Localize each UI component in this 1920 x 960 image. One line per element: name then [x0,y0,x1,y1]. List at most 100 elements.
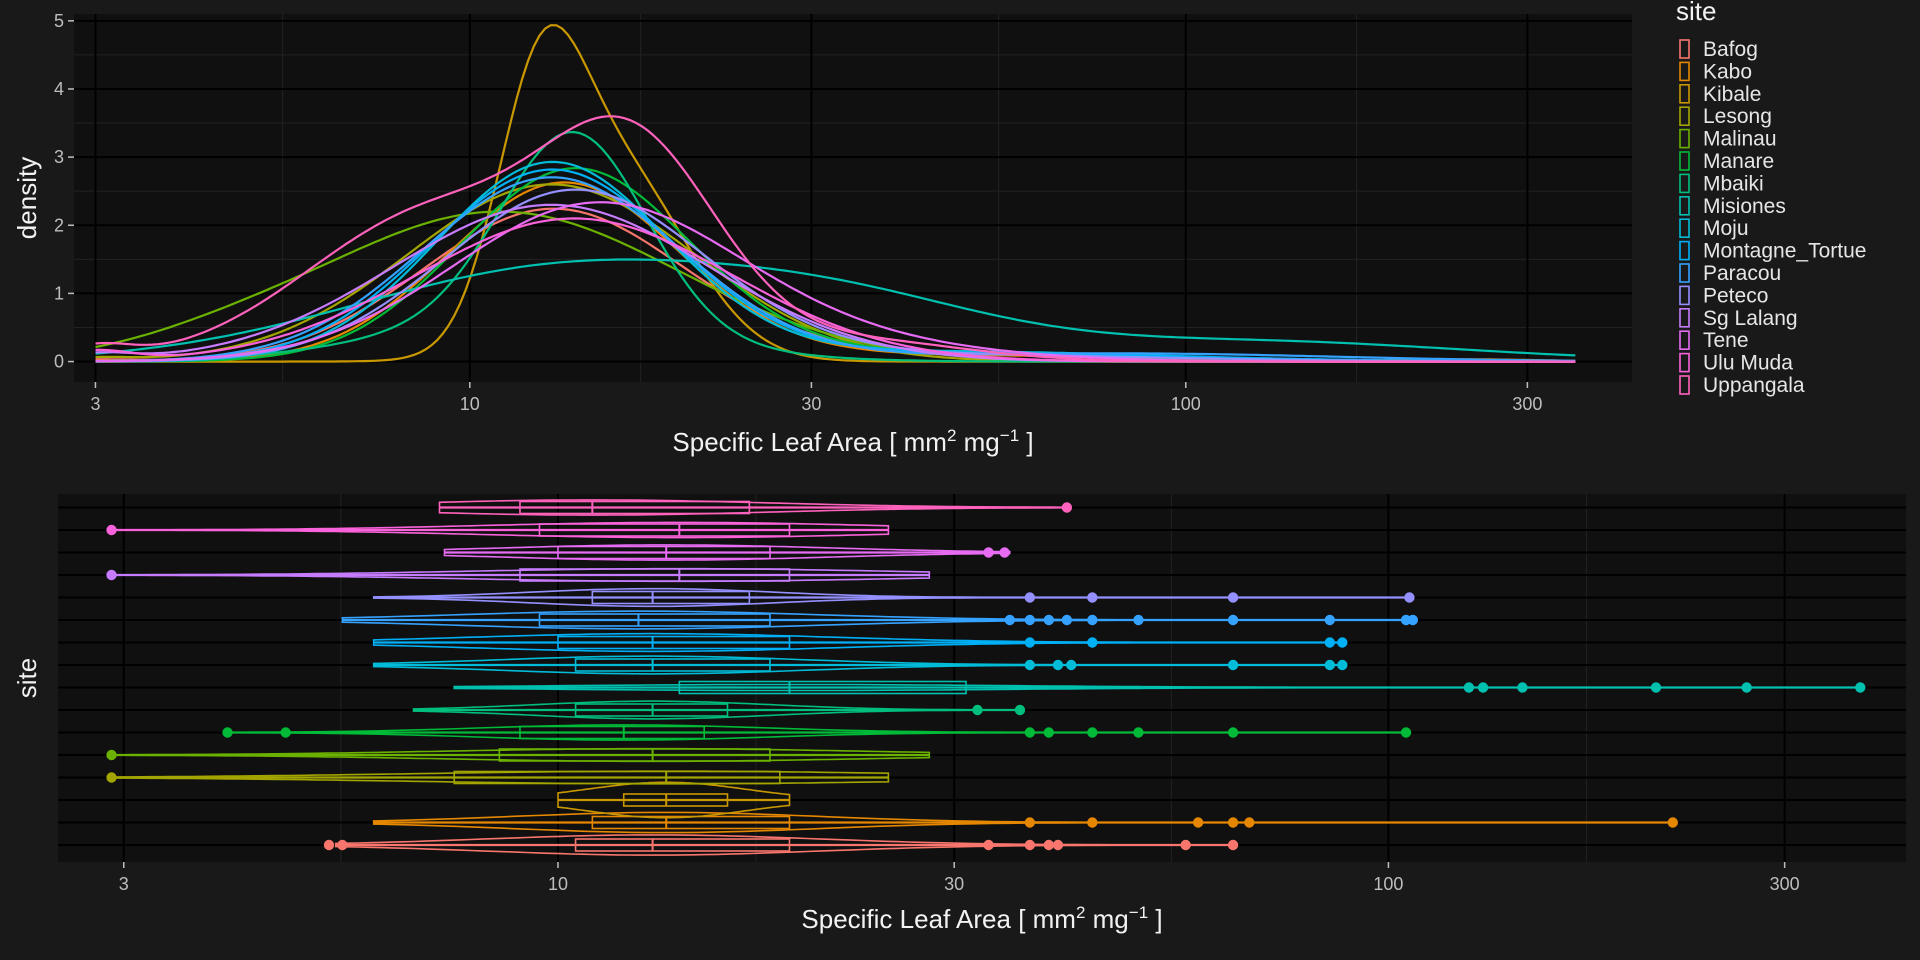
legend-label-moju: Moju [1703,217,1749,240]
outlier-bafog [1180,839,1191,851]
violin-x-tick-label: 10 [548,874,568,894]
outlier-mbaiki [972,704,983,716]
legend-key-montagne-tortue [1679,240,1690,261]
density-x-title-part3: ] [1019,427,1033,457]
density-y-tick-label: 5 [54,11,64,31]
violin-x-title-sup1: 2 [1076,903,1085,922]
legend-label-mbaiki: Mbaiki [1703,172,1764,195]
outlier-paracou [1061,614,1073,626]
box-misiones [678,680,967,695]
legend-key-uppangala [1679,375,1690,395]
outlier-bafog [337,839,348,851]
violin-x-title-sup2: −1 [1129,903,1148,922]
box-lesong [453,770,781,785]
outlier-kabo [1227,817,1239,828]
outlier-moju [1227,659,1239,671]
outlier-paracou [1024,614,1036,626]
box-uppangala [519,500,751,515]
outlier-peteco [1227,592,1239,603]
outlier-manare [1400,727,1412,738]
outlier-kabo [1667,817,1678,828]
violin-x-tick-label: 30 [944,874,964,894]
outlier-manare [1087,727,1098,738]
outlier-manare [1227,727,1239,738]
density-x-ticks: 3 10 30 100 300 [90,382,1542,414]
violin-x-title-part3: ] [1148,904,1162,934]
outlier-paracou [1133,614,1144,626]
legend-label-kibale: Kibale [1703,83,1761,106]
legend-label-manare: Manare [1703,150,1774,173]
violin-panel-background [58,494,1906,862]
box-peteco [591,590,751,605]
density-curve-uppangala [95,115,1576,363]
legend-label-peteco: Peteco [1703,284,1768,307]
density-curves [95,24,1576,363]
density-x-tick-label: 300 [1512,394,1542,414]
legend-key-mbaiki [1679,173,1690,194]
legend-label-bafog: Bafog [1703,38,1758,61]
violin-ulu-muda [110,521,890,539]
violin-x-title-part1: Specific Leaf Area [ mm [801,904,1076,934]
outlier-manare [1133,727,1144,738]
legend-label-ulu-muda: Ulu Muda [1703,352,1793,375]
density-x-title-part2: mg [956,427,999,457]
density-x-tick-label: 100 [1171,394,1201,414]
legend-label-montagne-tortue: Montagne_Tortue [1703,240,1866,263]
density-x-tick-label: 3 [90,394,100,414]
density-y-tick-label: 1 [54,283,64,303]
legend-key-moju [1679,218,1690,238]
legend-key-kibale [1679,84,1690,104]
violin-tene [443,544,1011,561]
density-x-title-part1: Specific Leaf Area [ mm [672,427,947,457]
outlier-uppangala [1061,502,1073,513]
outlier-bafog [1227,839,1239,851]
density-y-axis-title: density [12,157,42,239]
density-y-tick-label: 2 [54,215,64,235]
legend-label-tene: Tene [1703,329,1749,352]
density-y-tick-label: 3 [54,147,64,167]
outlier-moju [1324,659,1336,671]
outlier-misiones [1741,682,1752,693]
violin-x-tick-label: 100 [1373,874,1403,894]
outlier-tene [983,547,994,558]
outlier-lesong [106,772,117,783]
outlier-bafog [1052,839,1064,851]
legend-key-peteco [1679,285,1690,306]
outlier-bafog [1024,839,1036,851]
density-y-tick-label: 0 [54,352,64,372]
legend-key-paracou [1679,263,1690,283]
outlier-misiones [1650,682,1662,693]
outlier-moju [1337,659,1348,671]
violin-panel: 3 10 30 100 300 site Specific Leaf Area [ mm… [12,494,1906,934]
box-manare [519,725,706,740]
legend-label-sg-lalang: Sg Lalang [1703,307,1798,330]
outlier-malinau [106,749,117,761]
outlier-peteco [1404,592,1415,603]
density-x-axis-title: Specific Leaf Area [ mm2 mg−1 ] [672,426,1033,457]
legend-label-malinau: Malinau [1703,128,1777,151]
legend-key-misiones [1679,196,1690,216]
outlier-montagne-tortue [1087,637,1098,648]
density-panel: 0 1 2 3 4 5 3 10 30 100 300 density Specific Leaf… [12,11,1632,457]
violin-malinau [110,747,931,763]
outlier-peteco [1087,592,1098,603]
box-kibale [622,793,729,807]
outlier-misiones [1517,682,1528,693]
legend-key-lesong [1679,106,1690,126]
outlier-sg-lalang [106,569,117,581]
outlier-manare [1024,727,1036,738]
density-curve-misiones [95,258,1576,357]
outlier-ulu-muda [106,524,117,536]
outlier-paracou [1087,614,1098,626]
legend-title: site [1676,0,1716,26]
density-x-title-sup2: −1 [1000,426,1019,445]
outlier-paracou [1043,614,1055,626]
outlier-manare [222,727,233,738]
outlier-manare [1043,727,1055,738]
legend: site BafogKaboKibaleLesongMalinauManareM… [1676,0,1866,397]
box-malinau [498,748,771,762]
outlier-misiones [1477,682,1489,693]
density-x-tick-label: 30 [801,394,821,414]
outlier-kabo [1192,817,1204,828]
outlier-kabo [1087,817,1098,828]
